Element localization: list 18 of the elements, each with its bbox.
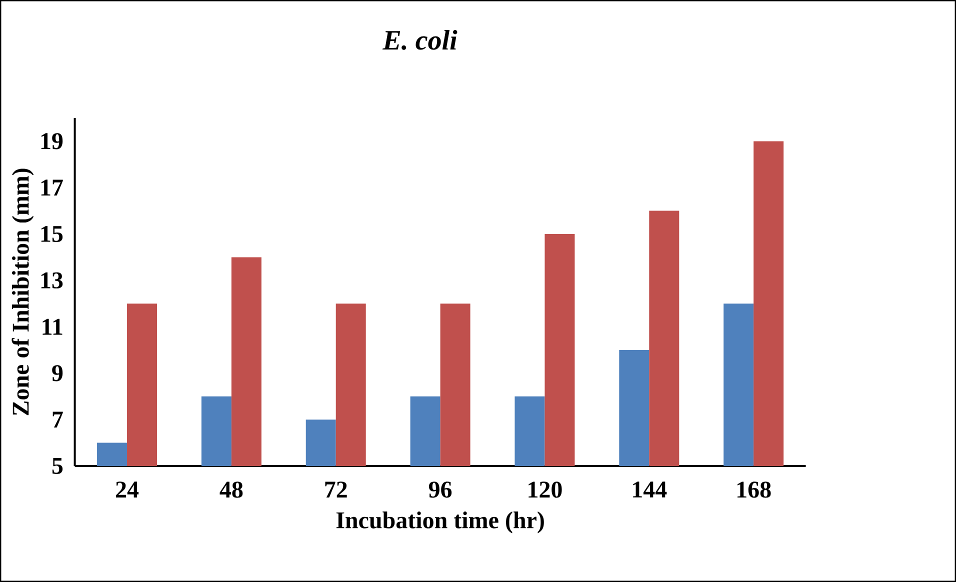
chart-title: E. coli	[382, 30, 458, 50]
y-tick-label: 9	[52, 365, 63, 382]
x-tick-label: 96	[428, 482, 452, 498]
y-tick-label: 11	[42, 318, 62, 335]
x-tick-label: 168	[737, 482, 771, 498]
y-tick-label: 7	[52, 412, 63, 428]
y-tick-label: 19	[41, 133, 63, 150]
x-tick-label: 48	[220, 482, 243, 498]
y-tick-label: 13	[41, 272, 63, 288]
x-tick-label: 144	[633, 482, 667, 498]
y-axis-title: Zone of Inhibition (mm)	[12, 168, 34, 416]
x-axis-title: Incubation time (hr)	[336, 512, 544, 534]
x-tick-label: 120	[528, 482, 562, 498]
y-tick-label: 15	[41, 226, 63, 242]
y-tick-label: 5	[52, 458, 63, 474]
y-tick-label: 17	[41, 180, 63, 196]
x-tick-label: 72	[325, 482, 347, 498]
x-tick-label: 24	[116, 482, 139, 498]
